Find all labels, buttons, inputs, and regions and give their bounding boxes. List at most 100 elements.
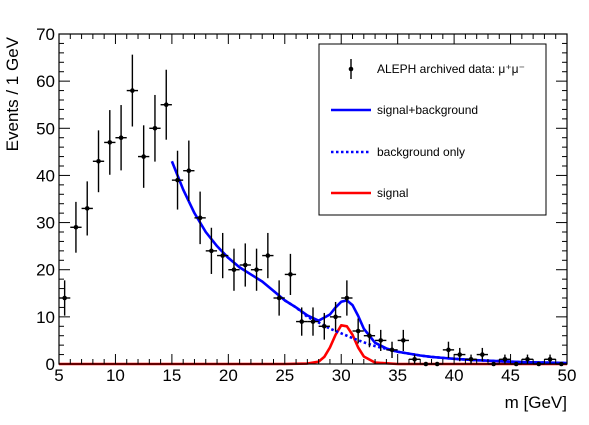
data-marker [389, 347, 395, 353]
x-tick-label: 20 [219, 366, 238, 385]
legend-entry-data: ALEPH archived data: μ⁺μ⁻ [348, 59, 525, 79]
x-tick-label: 10 [106, 366, 125, 385]
data-marker [118, 135, 124, 141]
data-point [262, 232, 274, 279]
data-marker [310, 319, 316, 324]
data-point [239, 243, 251, 287]
y-axis-title: Events / 1 GeV [3, 36, 22, 151]
data-point [329, 301, 342, 332]
legend-entry-signal: signal [331, 186, 408, 200]
data-marker [231, 267, 237, 273]
data-point [386, 341, 398, 359]
data-marker [446, 347, 451, 353]
x-tick-label: 5 [54, 366, 63, 385]
data-point [341, 280, 353, 316]
legend-label: signal+background [377, 103, 478, 117]
data-point [318, 312, 330, 340]
data-point [183, 140, 195, 201]
data-point [296, 307, 308, 336]
data-point [126, 54, 139, 127]
data-point [81, 181, 93, 236]
data-marker [355, 328, 361, 334]
data-marker [480, 352, 485, 357]
data-marker [468, 356, 474, 362]
data-point [521, 354, 534, 364]
legend: ALEPH archived data: μ⁺μ⁻ signal+backgrou… [318, 43, 547, 216]
data-point [499, 354, 511, 364]
data-point [160, 69, 172, 140]
data-point [442, 341, 455, 359]
data-marker [62, 295, 67, 301]
data-point [363, 324, 376, 348]
data-point [171, 150, 184, 210]
y-tick-label: 30 [36, 214, 55, 233]
data-point [544, 354, 556, 364]
data-point [465, 354, 477, 364]
data-point [284, 253, 297, 295]
data-marker [457, 352, 463, 357]
data-marker [130, 88, 135, 93]
data-marker [333, 314, 338, 320]
data-marker [73, 224, 79, 230]
x-tick-label: 25 [275, 366, 294, 385]
data-marker [107, 140, 113, 145]
x-tick-label: 30 [332, 366, 351, 385]
data-point [408, 354, 421, 364]
data-marker [299, 319, 305, 324]
data-marker [220, 253, 225, 258]
data-marker [525, 356, 530, 362]
data-point [228, 248, 240, 291]
x-tick-label: 50 [558, 366, 577, 385]
y-tick-label: 60 [36, 72, 55, 91]
data-point [217, 232, 229, 279]
y-tick-label: 0 [46, 355, 55, 374]
y-tick-label: 70 [36, 25, 55, 44]
data-marker [265, 253, 271, 258]
legend-entry-background-only: background only [331, 145, 465, 159]
data-point [115, 105, 127, 171]
data-point [70, 201, 82, 253]
x-axis-title: m [GeV] [505, 393, 567, 412]
data-marker [163, 102, 169, 108]
legend-box [318, 43, 547, 216]
data-point [307, 307, 319, 336]
data-marker [254, 267, 259, 273]
data-point [205, 227, 218, 274]
data-point [273, 280, 285, 316]
data-marker [288, 272, 293, 277]
data-marker [378, 338, 384, 343]
data-point [250, 248, 263, 291]
data-marker [84, 206, 90, 211]
data-marker [367, 333, 372, 339]
data-point [149, 94, 161, 162]
data-point [138, 125, 150, 188]
y-tick-label: 40 [36, 166, 55, 185]
data-marker [175, 177, 180, 183]
data-marker [186, 168, 192, 174]
x-tick-label: 15 [162, 366, 181, 385]
data-marker [502, 356, 508, 362]
legend-entry-signal-background: signal+background [331, 103, 478, 117]
legend-label: background only [377, 145, 465, 159]
data-point [375, 329, 387, 351]
data-marker [412, 356, 417, 362]
data-point [476, 347, 488, 362]
y-tick-label: 20 [36, 261, 55, 280]
axes-layer: 5 10 15 20 25 30 35 40 45 50 0 10 20 30 40 50 60 70 [36, 25, 576, 385]
x-tick-label: 35 [388, 366, 407, 385]
y-tick-label: 50 [36, 119, 55, 138]
y-tick-label: 10 [36, 308, 55, 327]
legend-label-data: ALEPH archived data: μ⁺μ⁻ [377, 62, 525, 76]
data-point [92, 130, 105, 193]
data-marker [152, 125, 158, 131]
data-marker [276, 295, 282, 301]
legend-label: signal [377, 186, 408, 200]
data-marker [242, 262, 248, 268]
x-tick-label: 40 [445, 366, 464, 385]
plot-frame [58, 33, 568, 365]
data-marker [344, 295, 350, 301]
data-point [104, 110, 116, 175]
data-marker [321, 323, 327, 329]
